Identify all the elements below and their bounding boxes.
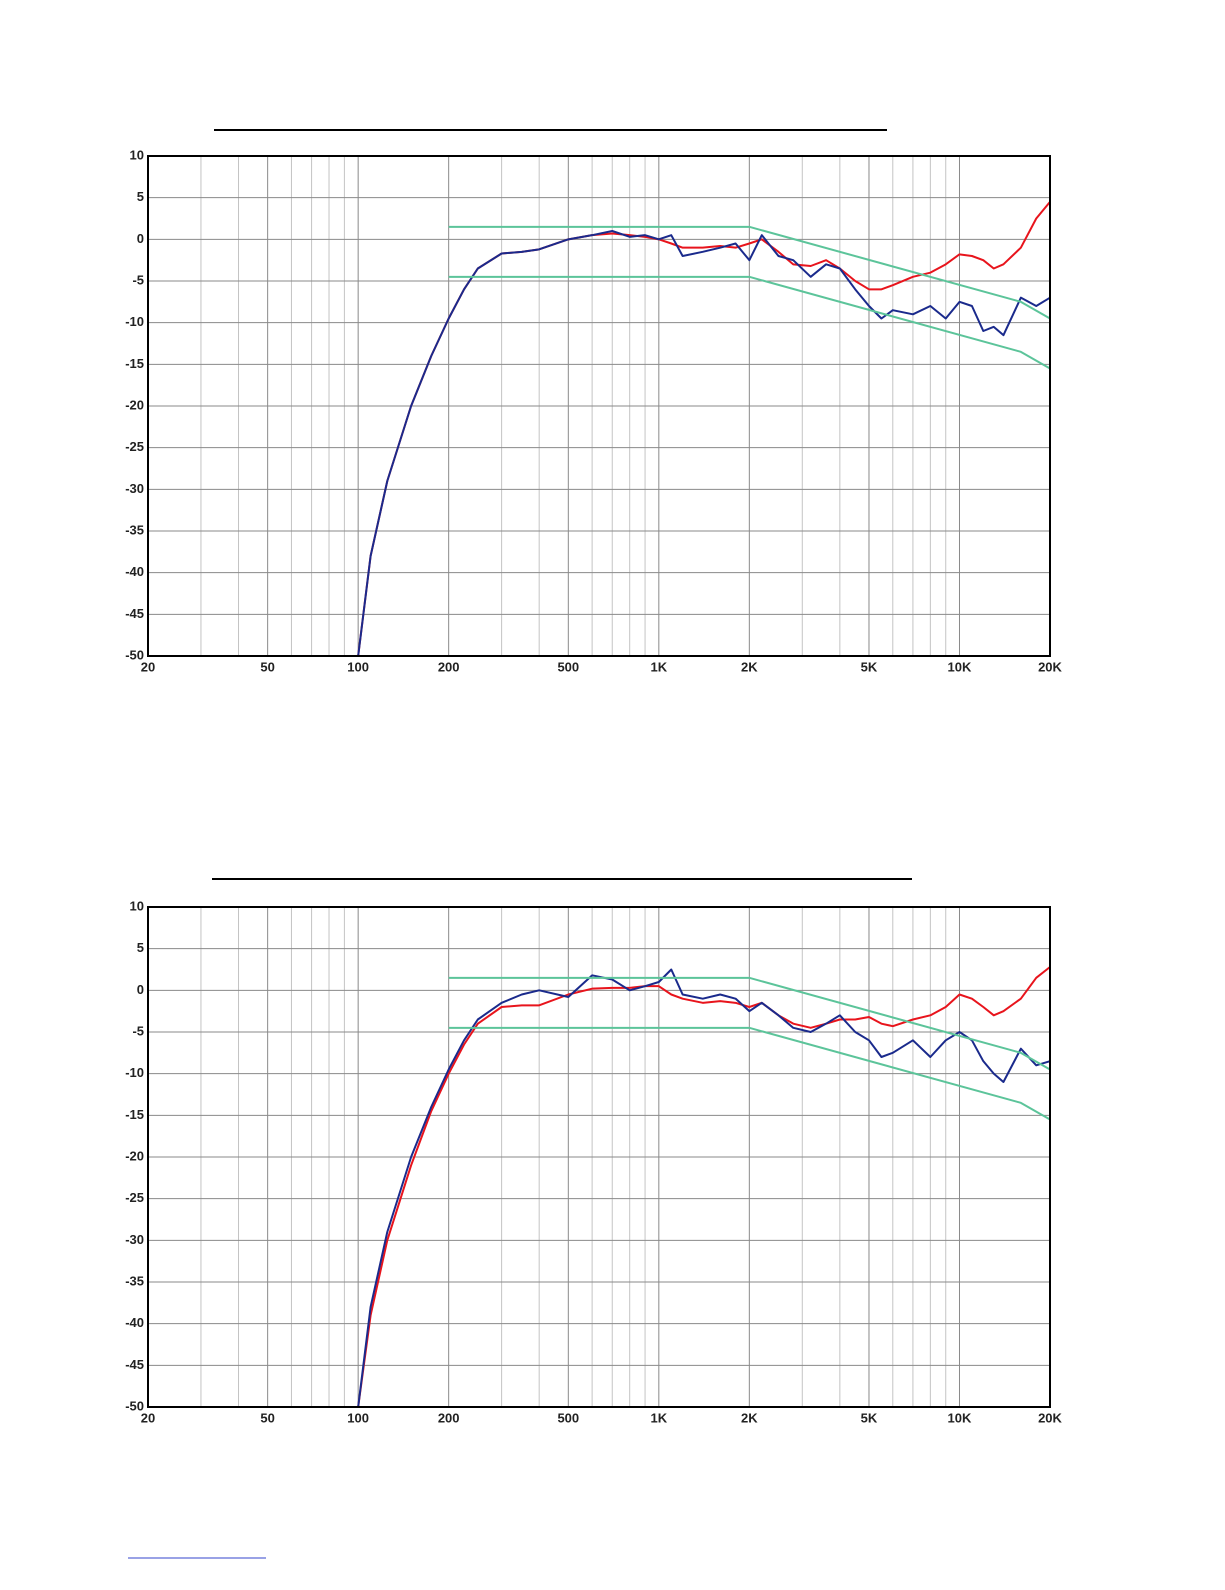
- y-tick-label: -50: [125, 647, 144, 662]
- y-tick-label: -45: [125, 606, 144, 621]
- series-line: [448, 976, 1051, 1071]
- plot-frame: [147, 155, 1051, 657]
- x-tick-label: 200: [438, 1410, 460, 1425]
- x-tick-label: 20: [141, 1410, 155, 1425]
- series-line: [448, 1026, 1051, 1121]
- y-tick-label: 10: [130, 898, 144, 913]
- y-tick-label: -20: [125, 397, 144, 412]
- x-tick-label: 1K: [651, 1410, 668, 1425]
- plot-frame: [147, 906, 1051, 1408]
- series-line: [448, 275, 1051, 370]
- y-tick-label: -5: [132, 1023, 144, 1038]
- x-tick-label: 200: [438, 659, 460, 674]
- y-tick-label: -35: [125, 522, 144, 537]
- x-tick-label: 20K: [1038, 1410, 1062, 1425]
- x-tick-label: 5K: [861, 1410, 878, 1425]
- y-tick-label: 5: [137, 189, 144, 204]
- series-line: [148, 230, 1051, 657]
- y-tick-label: -10: [125, 314, 144, 329]
- x-tick-label: 10K: [948, 1410, 972, 1425]
- y-tick-label: -30: [125, 1232, 144, 1247]
- y-tick-label: -40: [125, 564, 144, 579]
- y-tick-label: -25: [125, 439, 144, 454]
- y-tick-label: -15: [125, 1107, 144, 1122]
- x-tick-label: 20: [141, 659, 155, 674]
- series-line: [148, 966, 1051, 1408]
- y-tick-label: -40: [125, 1315, 144, 1330]
- y-tick-label: -35: [125, 1273, 144, 1288]
- x-tick-label: 500: [557, 1410, 579, 1425]
- x-tick-label: 50: [260, 1410, 274, 1425]
- y-tick-label: -10: [125, 1065, 144, 1080]
- x-tick-label: 1K: [651, 659, 668, 674]
- y-tick-label: -50: [125, 1398, 144, 1413]
- x-tick-label: 2K: [741, 659, 758, 674]
- x-tick-label: 100: [347, 659, 369, 674]
- y-tick-label: 5: [137, 940, 144, 955]
- x-tick-label: 2K: [741, 1410, 758, 1425]
- x-tick-label: 5K: [861, 659, 878, 674]
- y-tick-label: -30: [125, 481, 144, 496]
- y-tick-label: -20: [125, 1148, 144, 1163]
- y-tick-label: -45: [125, 1357, 144, 1372]
- series-line: [448, 225, 1051, 320]
- y-tick-label: 0: [137, 982, 144, 997]
- y-tick-label: -25: [125, 1190, 144, 1205]
- y-tick-label: -5: [132, 272, 144, 287]
- x-tick-label: 100: [347, 1410, 369, 1425]
- y-tick-label: -15: [125, 356, 144, 371]
- y-tick-label: 10: [130, 147, 144, 162]
- x-tick-label: 500: [557, 659, 579, 674]
- x-tick-label: 20K: [1038, 659, 1062, 674]
- x-tick-label: 50: [260, 659, 274, 674]
- x-tick-label: 10K: [948, 659, 972, 674]
- y-tick-label: 0: [137, 231, 144, 246]
